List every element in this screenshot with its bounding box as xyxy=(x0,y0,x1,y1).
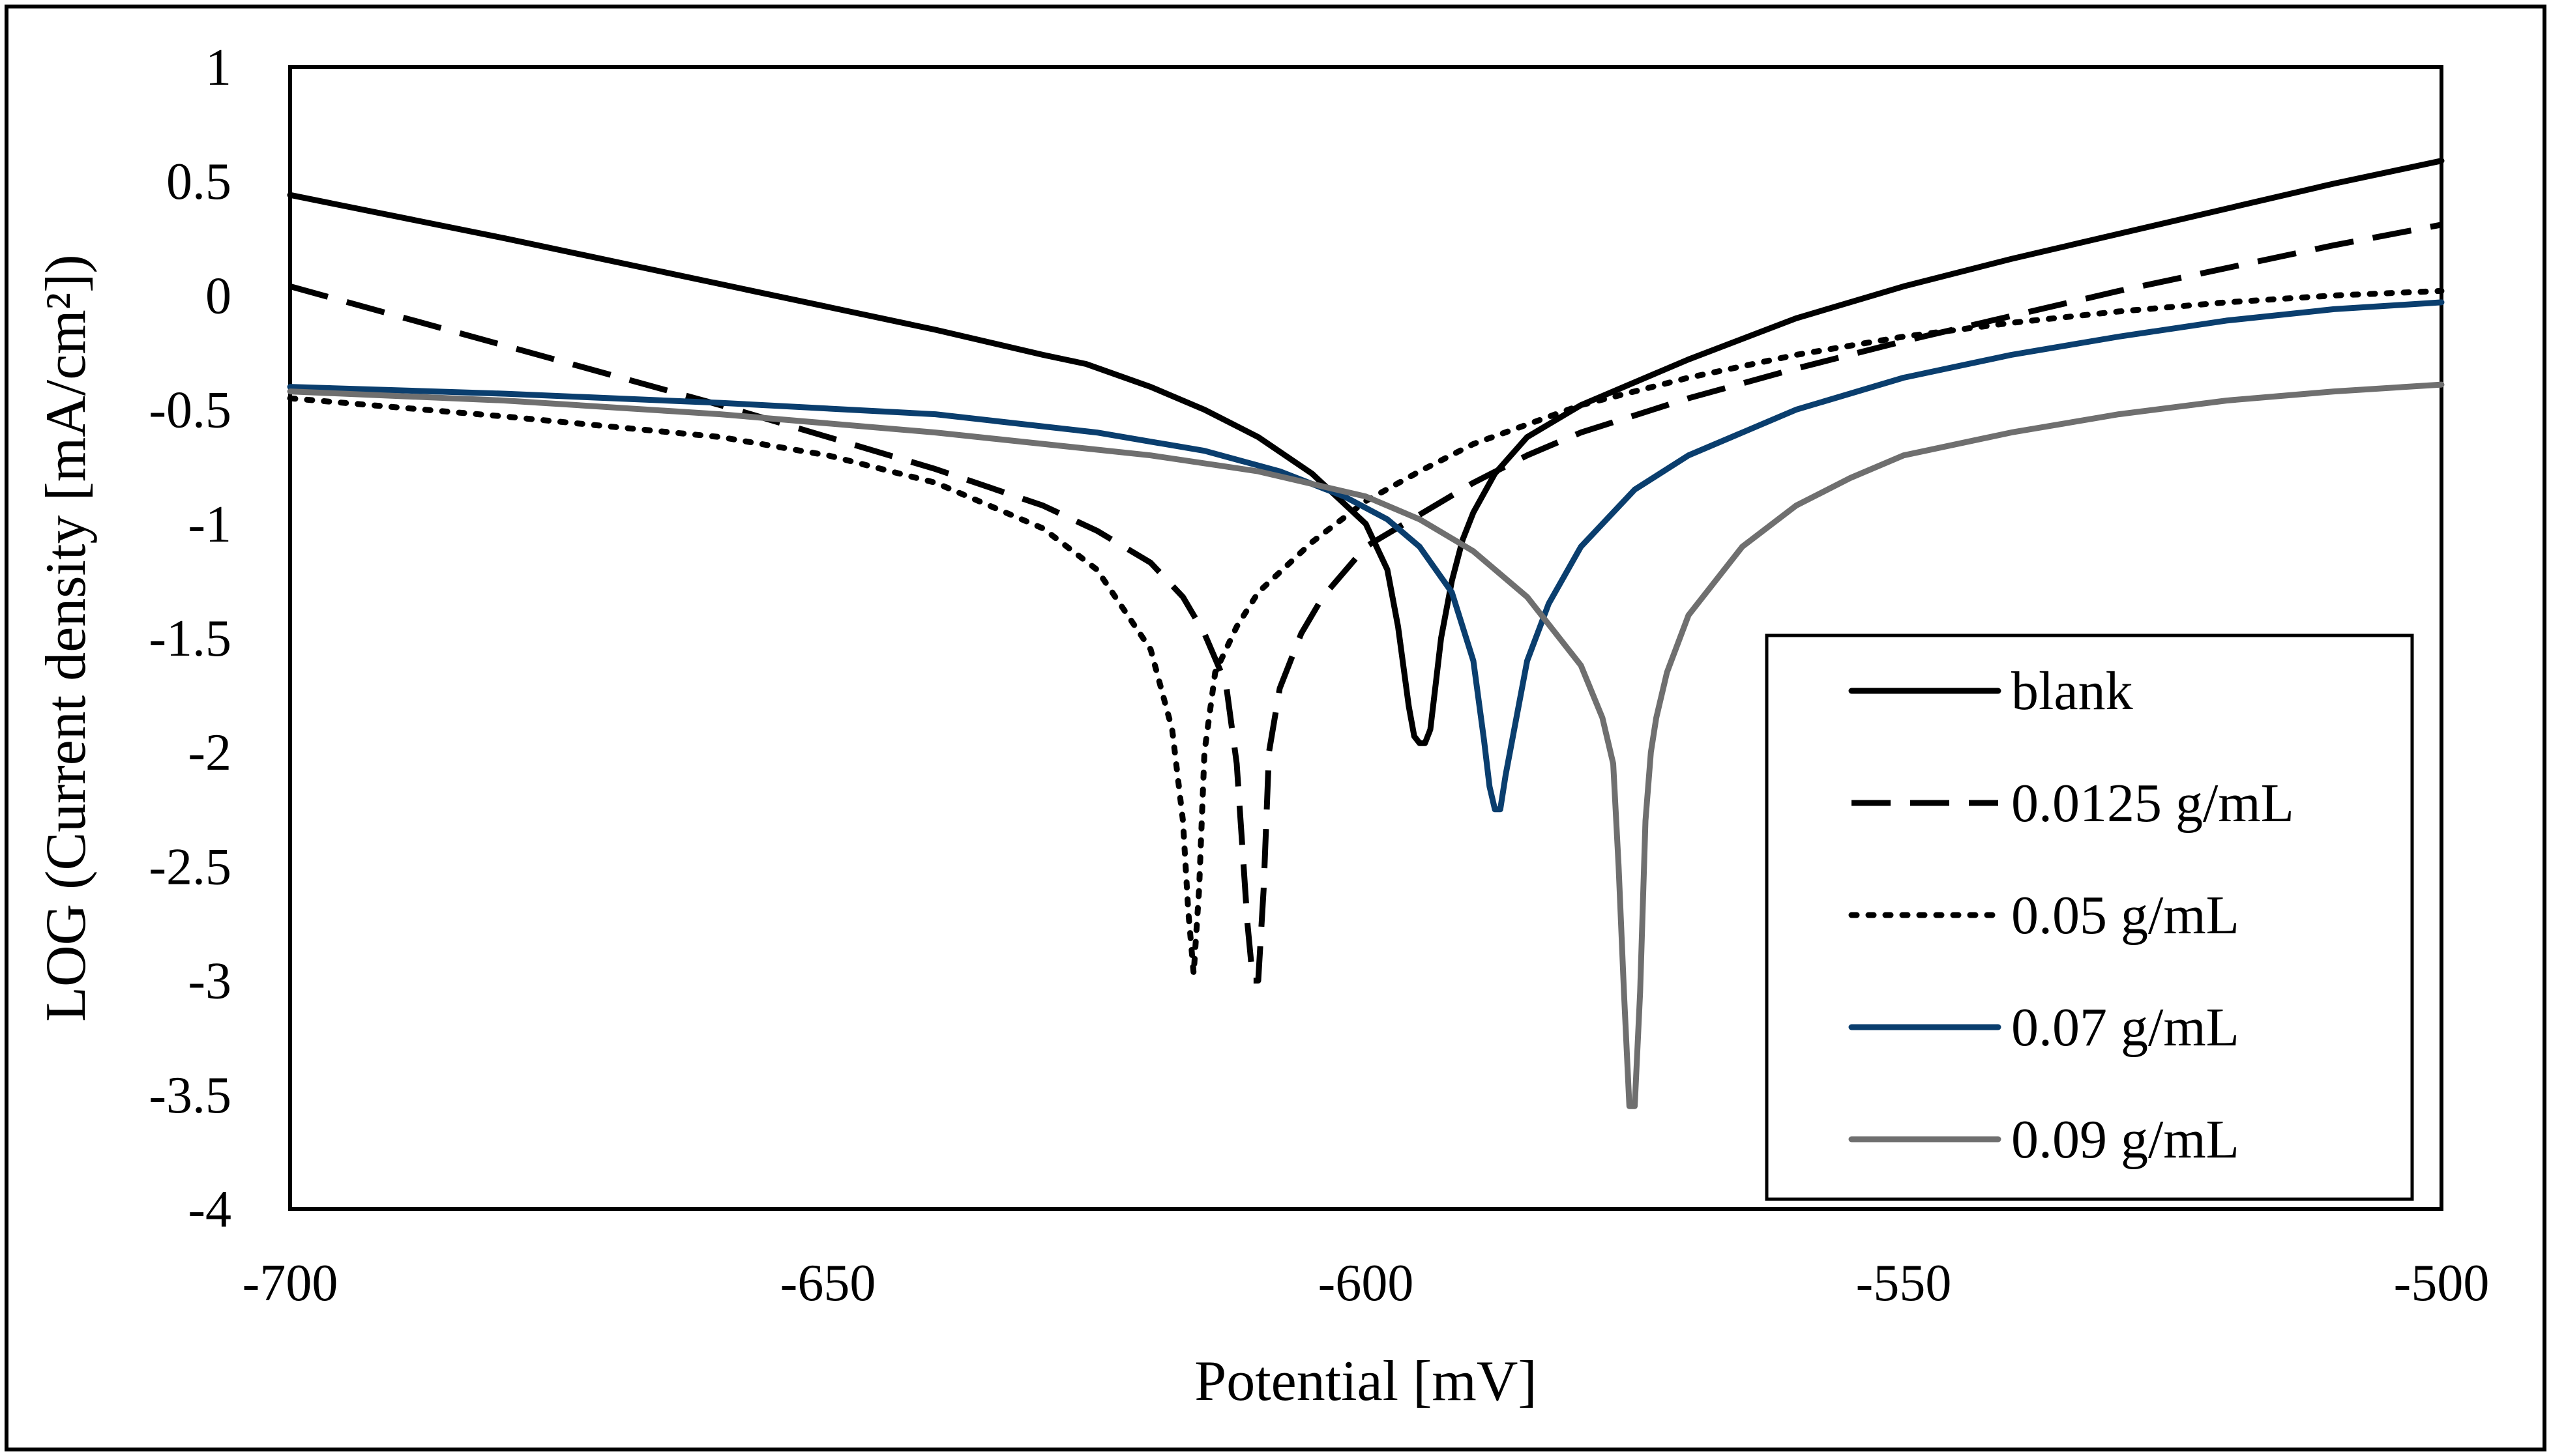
series-line-0 xyxy=(287,158,2445,746)
y-tick-label: -3.5 xyxy=(149,1067,231,1124)
y-tick-label: 1 xyxy=(205,39,231,96)
y-tick-label: -2.5 xyxy=(149,838,231,895)
y-tick-label: -1 xyxy=(188,496,231,553)
y-tick-label: -0.5 xyxy=(149,382,231,439)
plot-area-border xyxy=(288,65,2443,1211)
x-tick-label: -600 xyxy=(1318,1255,1414,1312)
legend-label-0: blank xyxy=(2011,661,2133,721)
x-tick-label: -500 xyxy=(2394,1255,2490,1312)
x-axis-title: Potential [mV] xyxy=(1194,1350,1537,1413)
legend-label-1: 0.0125 g/mL xyxy=(2011,773,2294,834)
y-tick-label: -3 xyxy=(188,953,231,1010)
legend-label-3: 0.07 g/mL xyxy=(2011,997,2239,1058)
legend: blank 0.0125 g/mL 0.05 g/mL 0.07 g/mL 0.09 g… xyxy=(1765,633,2414,1201)
legend-label-4: 0.09 g/mL xyxy=(2011,1109,2239,1170)
series-line-4 xyxy=(287,381,2445,1109)
x-tick-labels: -700 -650 -600 -550 -500 xyxy=(243,1255,2490,1312)
y-tick-label: 0.5 xyxy=(166,153,231,211)
x-tick-label: -700 xyxy=(243,1255,338,1312)
y-tick-label: -2 xyxy=(188,724,231,781)
series-layer xyxy=(287,158,2445,1109)
y-tick-label: -4 xyxy=(188,1181,231,1238)
y-axis-title: LOG (Current density [mA/cm²]) xyxy=(35,254,98,1021)
x-tick-label: -550 xyxy=(1856,1255,1952,1312)
series-line-2 xyxy=(287,287,2445,977)
y-tick-label: -1.5 xyxy=(149,610,231,667)
y-tick-labels: 1 0.5 0 -0.5 -1 -1.5 -2 -2.5 -3 -3.5 -4 xyxy=(149,39,231,1238)
y-tick-label: 0 xyxy=(205,267,231,325)
legend-label-2: 0.05 g/mL xyxy=(2011,885,2239,946)
series-line-3 xyxy=(287,299,2445,813)
x-tick-label: -650 xyxy=(780,1255,876,1312)
